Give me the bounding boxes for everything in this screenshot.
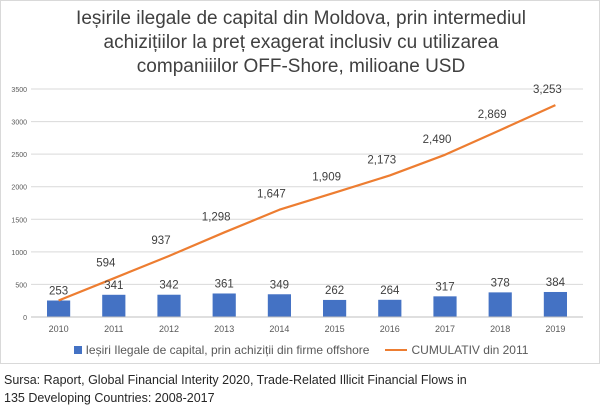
source-line: 135 Developing Countries: 2008-2017	[4, 391, 215, 405]
line-data-label: 1,647	[257, 189, 286, 201]
x-tick-label: 2011	[104, 324, 123, 334]
line-data-label: 2,173	[367, 154, 396, 166]
y-tick-label: 0	[23, 315, 27, 322]
legend-label-bars: Ieșiri Ilegale de capital, prin achiziți…	[85, 343, 370, 357]
bar	[323, 299, 347, 317]
bar	[212, 293, 236, 317]
y-tick-label: 1500	[11, 217, 27, 224]
y-tick-label: 500	[15, 282, 27, 289]
y-tick-label: 3000	[11, 120, 27, 127]
bar-data-label: 342	[159, 280, 178, 292]
bar	[378, 299, 402, 317]
bar-data-label: 317	[435, 281, 454, 293]
bar-data-label: 341	[104, 280, 123, 292]
line-data-label: 1,298	[202, 211, 231, 223]
line-data-label: 594	[96, 257, 116, 269]
x-tick-label: 2010	[49, 324, 69, 334]
x-tick-label: 2014	[269, 324, 289, 334]
bar	[543, 291, 567, 317]
bar-data-label: 253	[49, 286, 68, 298]
bar-data-label: 384	[546, 277, 566, 289]
x-tick-label: 2018	[490, 324, 510, 334]
bar-data-label: 264	[380, 285, 400, 297]
chart-title-line: companiiilor OFF-Shore, milioane USD	[136, 56, 466, 77]
legend-label-line: CUMULATIV din 2011	[411, 343, 529, 357]
legend-bar-swatch	[73, 346, 82, 354]
line-data-label: 2,869	[478, 109, 507, 121]
legend-item-bars: Ieșiri Ilegale de capital, prin achiziți…	[73, 343, 370, 357]
bar	[47, 300, 71, 317]
source-note: Sursa: Raport, Global Financial Interity…	[4, 371, 596, 407]
bar	[433, 296, 457, 317]
chart-frame: Ieșirile ilegale de capital din Moldova,…	[0, 0, 600, 364]
chart-title-line: Ieșirile ilegale de capital din Moldova,…	[76, 8, 526, 29]
legend-line-swatch	[385, 349, 408, 351]
chart-title: Ieșirile ilegale de capital din Moldova,…	[21, 7, 581, 79]
source-line: Sursa: Raport, Global Financial Interity…	[4, 373, 467, 387]
line-data-label: 1,909	[312, 172, 341, 184]
bar-data-label: 378	[491, 277, 510, 289]
x-tick-label: 2012	[159, 324, 179, 334]
x-tick-label: 2017	[435, 324, 455, 334]
y-tick-label: 1000	[11, 250, 27, 257]
x-tick-label: 2013	[214, 324, 234, 334]
chart-title-line: achizițiilor la preț exagerat inclusiv c…	[103, 32, 499, 53]
bar-data-label: 262	[325, 285, 344, 297]
chart-plot-area: 0 500 1000 1500 2000 2500 3000 3500 2010 2011 2012…	[11, 84, 583, 334]
bar	[267, 294, 291, 317]
line-data-label: 937	[151, 235, 170, 247]
bar-data-label: 361	[215, 278, 234, 290]
x-tick-label: 2015	[325, 324, 345, 334]
x-tick-label: 2016	[380, 324, 400, 334]
cumulative-line	[58, 104, 556, 302]
line-data-label: 2,490	[423, 134, 452, 146]
bar	[488, 292, 512, 317]
bar	[157, 294, 181, 317]
y-tick-label: 3500	[11, 87, 27, 94]
y-tick-label: 2500	[11, 152, 27, 159]
line-data-label: 3,253	[533, 84, 562, 96]
chart-legend: Ieșiri Ilegale de capital, prin achiziți…	[1, 341, 600, 359]
y-tick-label: 2000	[11, 185, 27, 192]
x-tick-label: 2019	[545, 324, 565, 334]
bar	[102, 294, 126, 317]
legend-item-line: CUMULATIV din 2011	[385, 343, 528, 357]
bar-data-label: 349	[270, 279, 289, 291]
